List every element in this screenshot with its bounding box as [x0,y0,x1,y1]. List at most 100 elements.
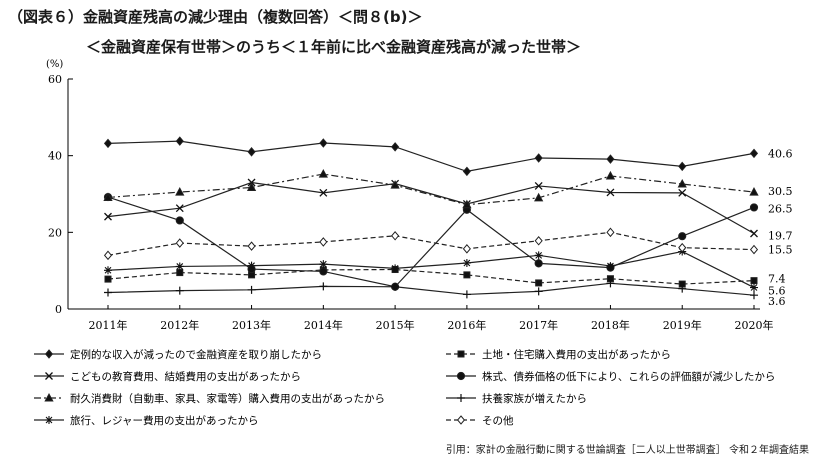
x-tick-label: 2020年 [735,318,774,332]
x-tick-label: 2015年 [376,318,415,332]
data-point [534,235,543,246]
data-point [750,277,758,285]
data-point [175,238,184,248]
legend-marker [456,415,466,425]
data-point [535,279,543,287]
series-line [107,282,755,296]
data-point [319,260,328,269]
legend-label: その他 [482,414,514,427]
data-point [175,262,184,271]
data-point [247,261,256,270]
series-line [107,181,755,235]
series-line [107,231,755,256]
data-point [463,271,471,279]
end-value-label: 19.7 [768,229,793,242]
data-point [750,229,758,238]
data-point [175,136,184,146]
legend-label: 株式、債券価格の低下により、これらの評価額が減少したから [482,370,775,383]
x-tick-label: 2011年 [89,318,128,332]
data-point [606,188,615,197]
y-tick-label: 20 [48,226,62,239]
data-point [104,212,112,221]
x-tick-label: 2016年 [447,318,486,332]
series-line [107,173,755,206]
end-value-label: 26.5 [768,202,793,215]
data-point [462,244,471,254]
data-point [103,138,113,149]
x-tick-label: 2013年 [232,318,271,332]
end-value-label: 40.6 [768,147,793,160]
data-point [319,138,328,148]
source-note: 引用：家計の金融行動に関する世論調査［二人以上世帯調査］ 令和２年調査結果 [445,445,809,456]
end-value-label: 15.5 [768,244,793,257]
data-point [246,182,257,191]
data-point [104,288,112,297]
data-point [175,187,185,196]
data-point [678,242,687,253]
legend-label: こどもの教育費用、結婚費用の支出があったから [70,370,301,383]
legend-marker [44,349,54,359]
y-axis-unit: (%) [46,59,63,70]
data-point [391,264,400,273]
data-point [534,287,543,296]
legend-marker [45,416,53,424]
legend-marker [45,372,53,380]
data-point [678,232,687,241]
series-line [107,268,755,285]
data-point [247,285,256,294]
data-point [176,269,184,277]
data-point [319,267,328,276]
data-point [749,244,759,255]
legend-label: 定例的な収入が減ったので金融資産を取り崩したから [70,348,322,361]
data-point [534,153,543,163]
data-point [677,178,687,188]
x-tick-label: 2017年 [519,318,558,332]
data-point [103,250,113,261]
data-point [318,169,328,178]
data-point [678,284,687,293]
data-point [534,181,543,190]
data-point [606,279,615,288]
data-point [749,148,759,159]
data-point [534,192,544,202]
y-tick-label: 60 [48,73,62,86]
data-point [462,199,472,209]
x-tick-label: 2019年 [663,318,702,332]
series-line [107,140,755,173]
x-tick-label: 2018年 [591,318,630,332]
series-line [107,250,755,289]
y-tick-label: 0 [55,303,62,316]
chart-title: （図表６）金融資産残高の減少理由（複数回答）＜問８(b)＞ [8,8,423,26]
data-point [319,282,328,291]
legend-marker [44,392,54,402]
data-point [606,227,615,238]
x-tick-label: 2014年 [304,318,343,332]
end-value-label: 3.6 [768,295,786,308]
data-point [390,180,400,189]
data-point [605,170,616,180]
data-point [749,187,759,196]
data-point [462,166,471,177]
data-point [678,161,687,172]
legend-marker [457,394,465,402]
x-tick-label: 2012年 [160,318,199,332]
data-point [462,290,471,299]
data-point [391,231,400,241]
data-point [606,262,615,271]
legend-label: 扶養家族が増えたから [482,392,587,405]
data-point [175,286,184,295]
data-point [750,283,758,292]
legend-label: 耐久消費財（自動車、家具、家電等）購入費用の支出があったから [70,392,385,405]
data-point [104,275,112,283]
data-point [749,203,759,212]
end-value-label: 30.5 [768,185,793,198]
data-point [534,251,543,260]
legend-marker [456,371,466,381]
legend-marker [457,350,465,358]
data-point [175,216,184,225]
chart-subtitle: ＜金融資産保有世帯＞のうち＜１年前に比べ金融資産残高が減った世帯＞ [86,38,582,56]
data-point [247,147,256,157]
data-point [247,241,256,251]
legend-label: 土地・住宅購入費用の支出があったから [482,348,671,361]
